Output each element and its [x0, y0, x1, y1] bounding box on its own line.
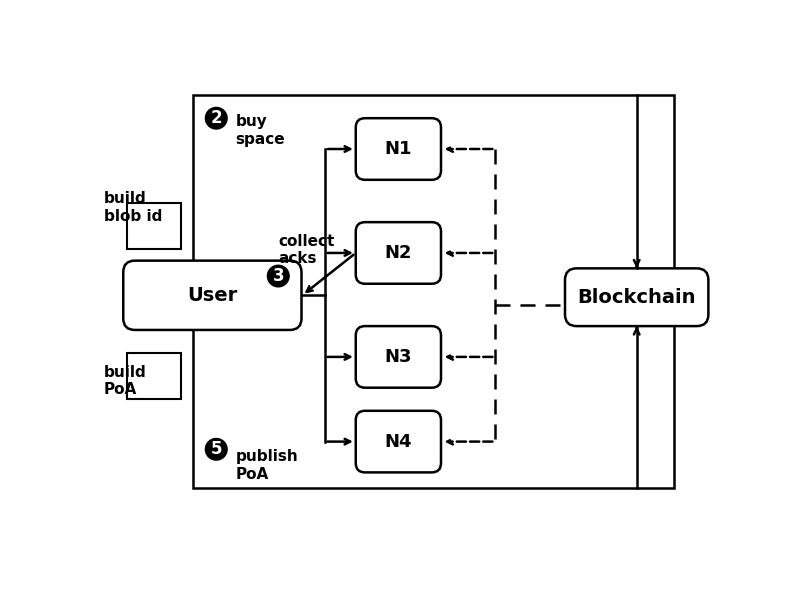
FancyBboxPatch shape [356, 326, 441, 388]
Bar [127, 353, 182, 399]
FancyBboxPatch shape [123, 260, 302, 330]
FancyBboxPatch shape [356, 411, 441, 472]
Text: N2: N2 [385, 244, 412, 262]
FancyBboxPatch shape [356, 118, 441, 180]
Circle shape [206, 107, 227, 129]
Bar [127, 203, 182, 249]
Text: Blockchain: Blockchain [578, 288, 696, 307]
Text: collect
acks: collect acks [278, 234, 334, 266]
Text: N1: N1 [385, 140, 412, 158]
Text: User: User [187, 286, 238, 305]
FancyBboxPatch shape [356, 222, 441, 284]
Circle shape [267, 265, 289, 287]
Text: publish
PoA: publish PoA [236, 449, 298, 482]
Text: buy
space: buy space [236, 115, 286, 147]
FancyBboxPatch shape [565, 268, 708, 326]
Text: build
PoA: build PoA [104, 365, 146, 397]
Text: N4: N4 [385, 433, 412, 451]
Circle shape [206, 439, 227, 460]
Bar [193, 95, 674, 488]
Text: 5: 5 [210, 440, 222, 458]
Text: 2: 2 [210, 109, 222, 127]
Text: 3: 3 [273, 267, 284, 285]
Text: N3: N3 [385, 348, 412, 366]
Text: build
blob id: build blob id [104, 191, 162, 224]
